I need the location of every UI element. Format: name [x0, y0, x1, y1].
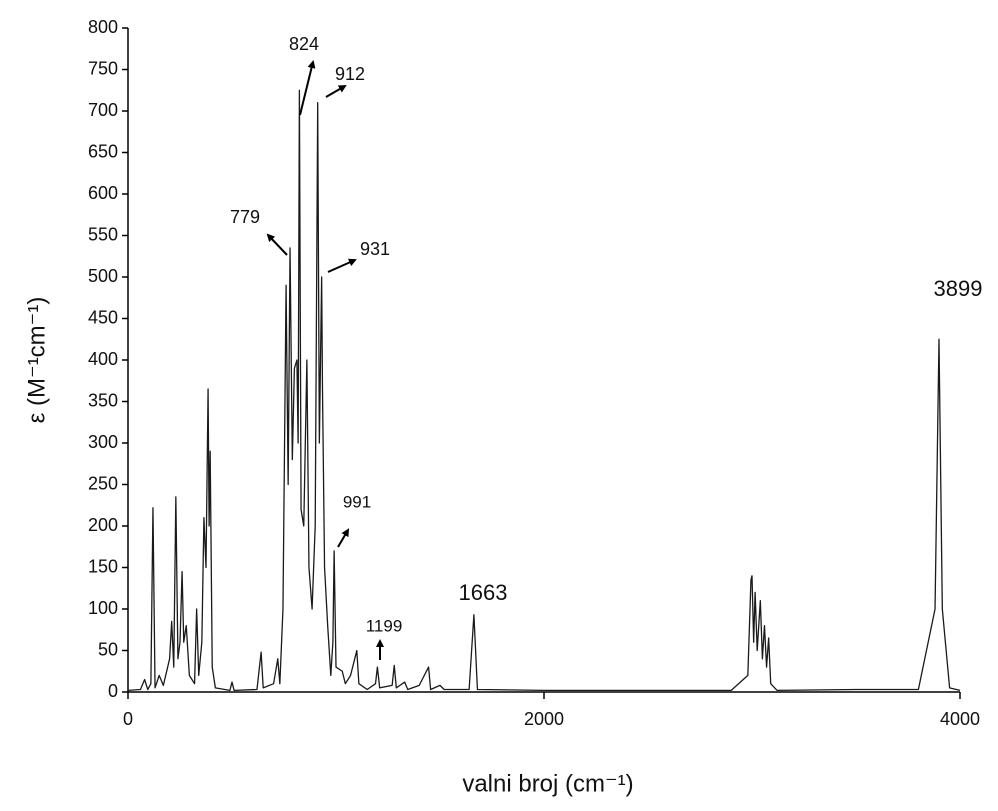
peak-arrow — [325, 84, 347, 98]
peak-label: 779 — [230, 207, 260, 227]
peak-label: 931 — [360, 239, 390, 259]
peak-label: 824 — [289, 34, 319, 54]
peak-label: 991 — [343, 492, 371, 511]
peak-label: 1199 — [366, 616, 403, 635]
spectrum-line — [127, 89, 961, 691]
peak-label: 3899 — [934, 276, 983, 301]
y-tick-label: 650 — [88, 141, 118, 161]
y-tick-label: 750 — [88, 58, 118, 78]
y-tick-label: 400 — [88, 349, 118, 369]
peak-arrow — [337, 528, 350, 548]
y-tick-label: 550 — [88, 224, 118, 244]
peak-arrow — [327, 258, 357, 273]
y-tick-label: 800 — [88, 17, 118, 37]
peak-arrow — [299, 60, 316, 116]
y-tick-label: 250 — [88, 473, 118, 493]
y-tick-label: 50 — [98, 639, 118, 659]
y-tick-label: 100 — [88, 598, 118, 618]
x-tick-label: 0 — [123, 709, 133, 729]
peak-label: 912 — [335, 64, 365, 84]
y-tick-label: 0 — [108, 681, 118, 701]
x-tick-label: 4000 — [940, 709, 980, 729]
y-tick-label: 200 — [88, 515, 118, 535]
x-axis-title: valni broj (cm⁻¹) — [462, 770, 633, 797]
y-tick-label: 350 — [88, 390, 118, 410]
y-tick-label: 700 — [88, 100, 118, 120]
y-tick-label: 450 — [88, 307, 118, 327]
peak-arrow — [266, 233, 288, 256]
peak-label: 1663 — [459, 580, 508, 605]
y-tick-label: 600 — [88, 183, 118, 203]
y-tick-label: 300 — [88, 432, 118, 452]
y-tick-label: 500 — [88, 266, 118, 286]
y-tick-label: 150 — [88, 556, 118, 576]
x-tick-label: 2000 — [524, 709, 564, 729]
y-axis-title: ε (M⁻¹cm⁻¹) — [23, 297, 50, 424]
